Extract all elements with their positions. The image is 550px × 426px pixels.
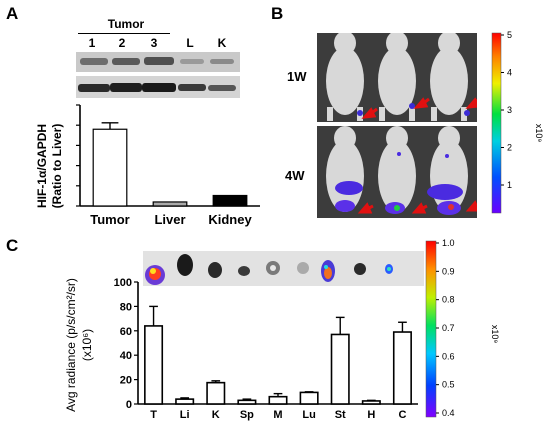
x-label-t: T: [150, 409, 157, 421]
x-label-k: K: [212, 409, 220, 421]
chart-a-xlabels: Tumor Liver Kidney: [90, 212, 252, 227]
y-tick-label-1: 20: [120, 375, 132, 387]
lane-label-2: 2: [118, 36, 126, 50]
bli-image-1w: [317, 33, 477, 122]
scale-tick-label-3: 4: [507, 68, 512, 78]
scale-bar-b-gradient: [491, 32, 502, 214]
chart-c-ylabel-2: (x10⁶): [80, 329, 94, 361]
scale-tick-label-1: 2: [507, 143, 512, 153]
y-tick-label-4: 80: [120, 301, 132, 313]
chart-a-bars: [92, 122, 248, 207]
scale-tick-label-3: 0.7: [442, 323, 455, 333]
chart-c-xlabels: T Li K Sp M Lu St H C: [150, 409, 406, 421]
chart-a-ylabel-2: (Ratio to Liver): [50, 124, 64, 209]
lane-label-1: 1: [88, 36, 96, 50]
x-label-li: Li: [180, 409, 190, 421]
scale-bar-c: 0.4 0.5 0.6 0.7 0.8 0.9 1.0 x10⁹: [425, 238, 500, 418]
bar-m: [268, 395, 288, 405]
chart-c: Avg radiance (p/s/cm²/sr) (x10⁶) 0 20 40 60…: [64, 277, 418, 421]
x-label-liver: Liver: [154, 212, 185, 227]
scale-tick-label-2: 0.6: [442, 351, 455, 361]
bar-lu: [299, 391, 319, 405]
panel-c-letter: C: [6, 236, 19, 255]
bli-image-4w: [317, 126, 477, 218]
scale-c-ticks: 0.4 0.5 0.6 0.7 0.8 0.9 1.0: [436, 238, 455, 418]
row-label-4w: 4W: [285, 168, 305, 183]
x-label-lu: Lu: [302, 409, 315, 421]
y-tick-label-3: 60: [120, 326, 132, 338]
x-label-c: C: [398, 409, 406, 421]
y-tick-label-2: 40: [120, 350, 132, 362]
scale-tick-label-1: 0.5: [442, 380, 455, 390]
scale-tick-label-4: 0.8: [442, 295, 455, 305]
lane-label-3: 3: [150, 36, 158, 50]
blot-hif1a: [76, 52, 240, 72]
scale-tick-label-0: 1: [507, 180, 512, 190]
tumor-header-line: [78, 33, 170, 34]
lane-label-l: L: [186, 36, 194, 50]
bar-liver: [152, 201, 188, 207]
scale-b-ticks: 1 2 3 4 5: [501, 30, 512, 190]
x-label-kidney: Kidney: [208, 212, 252, 227]
scale-tick-label-6: 1.0: [442, 238, 455, 248]
chart-c-ylabel-1: Avg radiance (p/s/cm²/sr): [64, 278, 78, 412]
tumor-header: Tumor: [107, 17, 145, 31]
bar-st: [330, 333, 350, 405]
bar-tumor: [92, 128, 128, 207]
bar-kidney: [212, 194, 248, 207]
scale-tick-label-5: 0.9: [442, 266, 455, 276]
row-label-1w: 1W: [287, 69, 307, 84]
x-label-sp: Sp: [240, 409, 254, 421]
bar-h: [361, 400, 381, 405]
scale-tick-label-2: 3: [507, 105, 512, 115]
y-tick-label-0: 0: [126, 399, 132, 411]
bar-sp: [237, 399, 257, 405]
chart-c-bars: [144, 305, 412, 405]
bar-li: [175, 398, 195, 405]
x-label-st: St: [335, 409, 346, 421]
y-tick-label-5: 100: [114, 277, 132, 289]
x-label-m: M: [273, 409, 282, 421]
x-label-tumor: Tumor: [90, 212, 129, 227]
bar-t: [144, 325, 164, 405]
lane-label-k: K: [217, 36, 227, 50]
panel-a-letter: A: [6, 4, 19, 23]
chart-a-ylabel-1: HIF-1α/GAPDH: [35, 124, 49, 208]
bar-k: [206, 381, 226, 405]
bar-c: [392, 331, 412, 405]
chart-a: HIF-1α/GAPDH (Ratio to Liver) Tumor Liver…: [35, 104, 260, 227]
scale-tick-label-4: 5: [507, 30, 512, 40]
scale-c-exponent: x10⁹: [490, 325, 500, 344]
scale-bar-c-gradient: [425, 240, 437, 418]
scale-tick-label-0: 0.4: [442, 408, 455, 418]
scale-bar-b: 1 2 3 4 5 x10⁹: [491, 30, 544, 214]
panel-b-letter: B: [271, 4, 284, 23]
x-label-h: H: [367, 409, 375, 421]
organ-image-strip: [143, 251, 424, 286]
blot-gapdh: [76, 76, 240, 98]
scale-b-exponent: x10⁹: [534, 124, 544, 143]
